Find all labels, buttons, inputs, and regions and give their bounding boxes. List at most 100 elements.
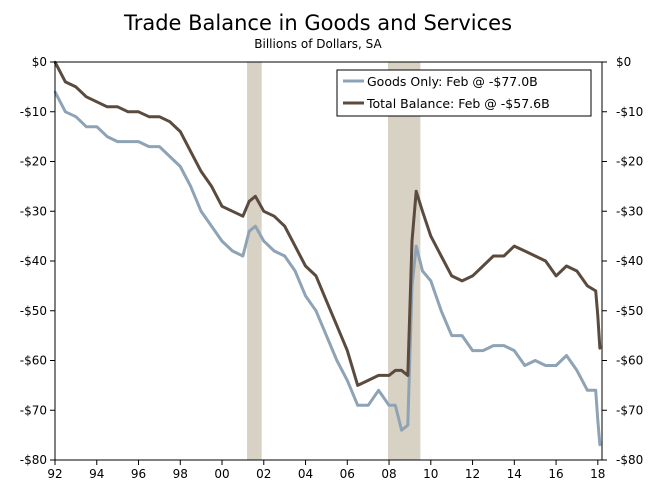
data-point-total [410,239,414,243]
data-point-goods [440,309,443,312]
y-tick-label-left: $0 [32,55,47,69]
data-point-goods [254,224,257,228]
x-tick-label: 94 [89,467,104,481]
y-tick-label-right: $0 [616,55,631,69]
data-point-goods [74,115,78,118]
data-point-total [126,110,130,113]
series-line-goods [53,91,602,446]
data-point-goods [544,364,547,367]
data-point-total [400,369,403,372]
data-point-goods [158,145,161,148]
data-point-total [179,130,182,133]
chart-subtitle: Billions of Dollars, SA [254,37,382,51]
y-tick-label-right: -$50 [616,304,643,318]
data-point-goods [199,210,203,213]
data-point-goods [293,269,297,273]
y-tick-label-right: -$40 [616,254,643,268]
data-point-goods [64,110,67,113]
data-point-goods [335,359,339,362]
data-point-total [64,80,67,84]
data-point-total [147,115,151,118]
x-tick-label: 02 [256,467,271,481]
data-point-total [262,210,265,213]
data-point-total [460,279,464,283]
data-point-goods [387,404,391,407]
data-point-total [440,254,443,258]
data-point-goods [406,423,410,427]
x-tick-label: 16 [548,467,563,481]
data-point-total [421,210,424,213]
data-point-total [314,274,318,278]
recession-band-0 [247,62,262,460]
data-point-total [594,289,597,293]
y-axis-left: $0 -$10 -$20 -$30 -$40 -$50 -$60 -$70 -$80 [20,55,55,467]
data-point-total [394,369,397,372]
data-point-goods [95,125,98,128]
data-point-goods [523,364,526,367]
y-axis-right: $0 -$10 -$20 -$30 -$40 -$50 -$60 -$70 -$80 [602,55,643,467]
data-point-total [335,324,339,327]
data-point-goods [273,249,276,253]
data-point-goods [304,294,307,298]
x-tick-label: 98 [173,467,188,481]
legend-box [336,69,592,117]
data-point-goods [450,334,453,337]
total-balance-series [53,60,602,387]
data-point-goods [481,349,485,352]
y-tick-label-left: -$30 [20,204,47,218]
data-point-goods [147,145,151,148]
data-point-total [189,150,192,153]
data-point-goods [421,269,424,273]
data-point-goods [596,419,600,422]
data-point-total [429,234,433,238]
y-tick-label-left: -$50 [20,304,47,318]
data-point-total [513,244,516,248]
data-point-goods [247,229,251,233]
data-point-goods [220,239,224,243]
data-point-total [231,210,234,213]
data-point-total [471,274,474,278]
data-point-goods [575,369,579,372]
data-point-total [406,374,410,377]
x-tick-label: 18 [590,467,605,481]
data-point-goods [492,344,495,347]
data-point-total [533,254,537,258]
x-tick-label: 04 [298,467,313,481]
data-point-goods [502,344,506,347]
x-tick-label: 10 [423,467,438,481]
data-point-goods [325,334,328,337]
data-point-goods [137,140,140,143]
data-point-goods [414,244,418,248]
y-tick-label-left: -$60 [20,354,47,368]
data-point-total [220,205,224,208]
data-point-total [210,185,213,188]
data-point-total [450,274,453,278]
data-point-goods [314,309,318,312]
data-point-goods [231,249,234,253]
data-point-goods [565,354,568,357]
data-point-total [158,115,161,118]
data-point-total [241,215,245,218]
x-tick-label: 96 [131,467,146,481]
legend-label-total: Total Balance: Feb @ -$57.6B [366,96,550,111]
data-point-total [95,100,98,104]
x-tick-label: 12 [465,467,480,481]
data-point-goods [377,389,380,392]
y-tick-label-right: -$70 [616,403,643,417]
data-point-goods [471,349,474,352]
legend: Goods Only: Feb @ -$77.0B Total Balance:… [336,69,592,117]
data-point-goods [356,404,359,407]
data-point-total [356,384,359,387]
data-point-total [346,349,349,352]
data-point-total [596,314,600,317]
data-point-total [283,224,286,228]
data-point-total [273,215,276,218]
data-point-total [304,264,307,268]
data-point-total [492,254,495,258]
y-tick-label-left: -$70 [20,403,47,417]
data-point-total [586,284,589,288]
data-point-total [523,249,526,253]
data-point-total [414,190,418,193]
data-point-goods [210,224,213,228]
y-tick-label-right: -$20 [616,155,643,169]
